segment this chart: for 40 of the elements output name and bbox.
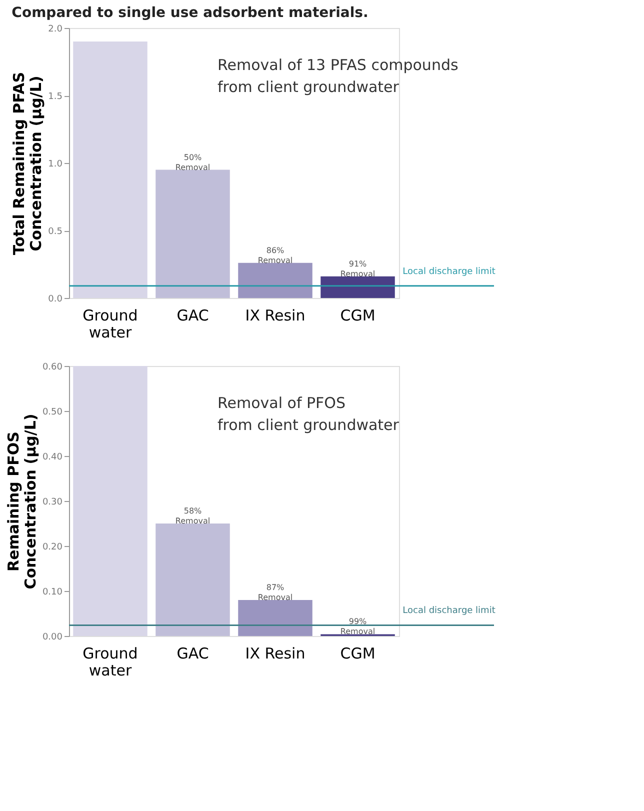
bar	[156, 170, 230, 298]
annotation: Removal of PFOS	[218, 394, 346, 412]
annotation: 50% Removal	[175, 152, 210, 172]
y-tick-label: 0.0	[48, 294, 63, 304]
y-axis-title: Remaining PFOS Concentration (µg/L)	[4, 414, 40, 590]
annotation: 87% Removal	[258, 583, 293, 602]
y-tick-label: 0.60	[42, 362, 63, 372]
chart-title: Compared to single use adsorbent materials.	[12, 5, 368, 21]
x-tick-label: CGM	[340, 306, 376, 324]
x-tick-label: CGM	[340, 644, 376, 662]
x-tick-label: Ground water	[82, 644, 138, 680]
y-tick-label: 0.10	[42, 588, 63, 598]
bar	[156, 524, 230, 636]
annotation: from client groundwater	[218, 416, 400, 434]
bar	[238, 600, 312, 636]
y-tick-label: 1.5	[48, 92, 62, 102]
x-tick-label: IX Resin	[245, 306, 306, 324]
y-tick-label: 0.00	[42, 632, 63, 642]
x-tick-label: IX Resin	[245, 644, 306, 662]
y-tick-label: 0.30	[42, 498, 63, 508]
annotation: 99% Removal	[340, 617, 376, 636]
annotation: 86% Removal	[258, 246, 293, 265]
y-tick-label: 0.40	[42, 452, 63, 462]
y-tick-label: 0.20	[42, 542, 63, 552]
annotation: Removal of 13 PFAS compounds	[218, 56, 458, 74]
ref-line-label: Local discharge limit	[402, 266, 496, 277]
y-axis-title: Total Remaining PFAS Concentration (µg/L)	[10, 72, 46, 256]
annotation: 58% Removal	[175, 506, 210, 526]
bar	[238, 262, 312, 298]
y-tick-label: 1.0	[48, 160, 63, 170]
x-tick-label: Ground water	[82, 306, 138, 342]
annotation: from client groundwater	[218, 78, 400, 96]
x-tick-label: GAC	[176, 306, 209, 324]
y-tick-label: 0.50	[42, 408, 63, 418]
x-tick-label: GAC	[176, 644, 209, 662]
bar	[320, 276, 395, 298]
annotation: 91% Removal	[340, 259, 376, 278]
ref-line-label: Local discharge limit	[402, 606, 496, 616]
y-tick-label: 2.0	[48, 24, 63, 34]
y-tick-label: 0.5	[48, 227, 62, 237]
